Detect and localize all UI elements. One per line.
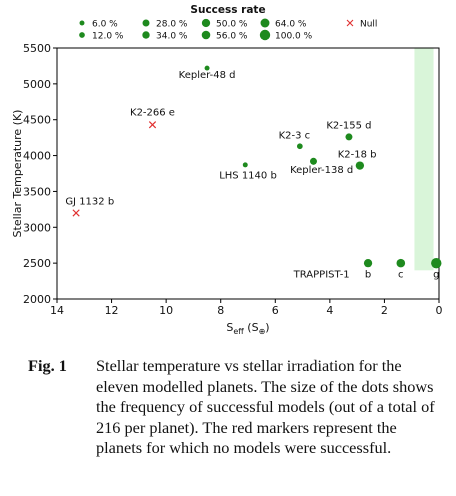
data-point: [242, 162, 248, 168]
legend-marker: [259, 29, 271, 41]
legend-marker: [79, 20, 85, 26]
y-tick-label: 5500: [23, 42, 51, 55]
x-tick-label: 2: [381, 304, 388, 317]
legend-marker: [142, 31, 150, 39]
legend-null-marker: [346, 19, 354, 27]
legend-marker: [79, 32, 85, 38]
point-label: b: [365, 269, 371, 280]
data-point: [431, 257, 442, 269]
point-label: K2-18 b: [338, 150, 377, 161]
legend-label: 34.0 %: [156, 32, 188, 42]
legend-marker: [142, 19, 150, 27]
point-label: GJ 1132 b: [65, 196, 114, 207]
point-label: Kepler-48 d: [179, 70, 236, 81]
data-point: [396, 258, 406, 268]
data-point: [296, 143, 303, 150]
y-tick-label: 4500: [23, 114, 51, 127]
shaded-band: [414, 48, 434, 271]
x-tick-label: 4: [326, 304, 333, 317]
legend-marker: [260, 18, 270, 28]
point-label: K2-155 d: [326, 120, 371, 131]
y-tick-label: 4000: [23, 150, 51, 163]
y-axis-label: Stellar Temperature (K): [11, 110, 24, 238]
x-axis-label: Seff (S⊕): [226, 321, 269, 336]
point-label: K2-3 c: [279, 130, 311, 141]
null-marker: [148, 121, 157, 129]
x-tick-label: 12: [105, 304, 119, 317]
data-point: [345, 133, 353, 141]
point-label: Kepler-138 d: [290, 165, 353, 176]
plot-frame: [56, 47, 440, 300]
legend-label: 64.0 %: [275, 20, 307, 30]
point-label: K2-266 e: [130, 107, 175, 118]
caption-label: Fig. 1: [28, 356, 67, 375]
legend-label: 56.0 %: [216, 32, 248, 42]
data-point: [309, 157, 317, 165]
legend-label: 12.0 %: [92, 32, 124, 42]
legend-marker: [201, 18, 211, 28]
x-tick-label: 0: [436, 304, 443, 317]
y-tick-label: 5000: [23, 78, 51, 91]
x-tick-label: 8: [217, 304, 224, 317]
figure: 2000 2500 3000 3500 4000 4500 5000 5500 14 12 10 8 6…: [11, 4, 443, 336]
figure-caption: Fig. 1 Stellar temperature vs stellar ir…: [28, 356, 438, 459]
legend-label: Null: [360, 20, 377, 30]
legend-label: 28.0 %: [156, 20, 188, 30]
x-tick-label: 10: [159, 304, 173, 317]
data-point: [363, 258, 373, 268]
point-label: TRAPPIST-1: [293, 269, 350, 280]
x-tick-label: 6: [272, 304, 279, 317]
scatter-chart: 2000 2500 3000 3500 4000 4500 5000 5500 14 12 10 8 6…: [11, 4, 443, 336]
legend-marker: [201, 30, 211, 40]
legend-label: 50.0 %: [216, 20, 248, 30]
y-tick-label: 2500: [23, 257, 51, 270]
data-point: [204, 65, 210, 71]
y-tick-label: 3000: [23, 221, 51, 234]
point-label: g: [433, 269, 439, 280]
legend-label: 100.0 %: [275, 32, 313, 42]
data-point: [355, 161, 365, 170]
legend-label: 6.0 %: [92, 20, 118, 30]
y-tick-label: 3500: [23, 185, 51, 198]
y-tick-label: 2000: [23, 293, 51, 306]
null-marker: [72, 209, 80, 217]
legend-title: Success rate: [190, 4, 265, 16]
point-label: c: [398, 269, 404, 280]
x-tick-label: 14: [50, 304, 64, 317]
caption-text: Stellar temperature vs stellar irradiati…: [96, 356, 435, 457]
point-label: LHS 1140 b: [219, 171, 277, 182]
